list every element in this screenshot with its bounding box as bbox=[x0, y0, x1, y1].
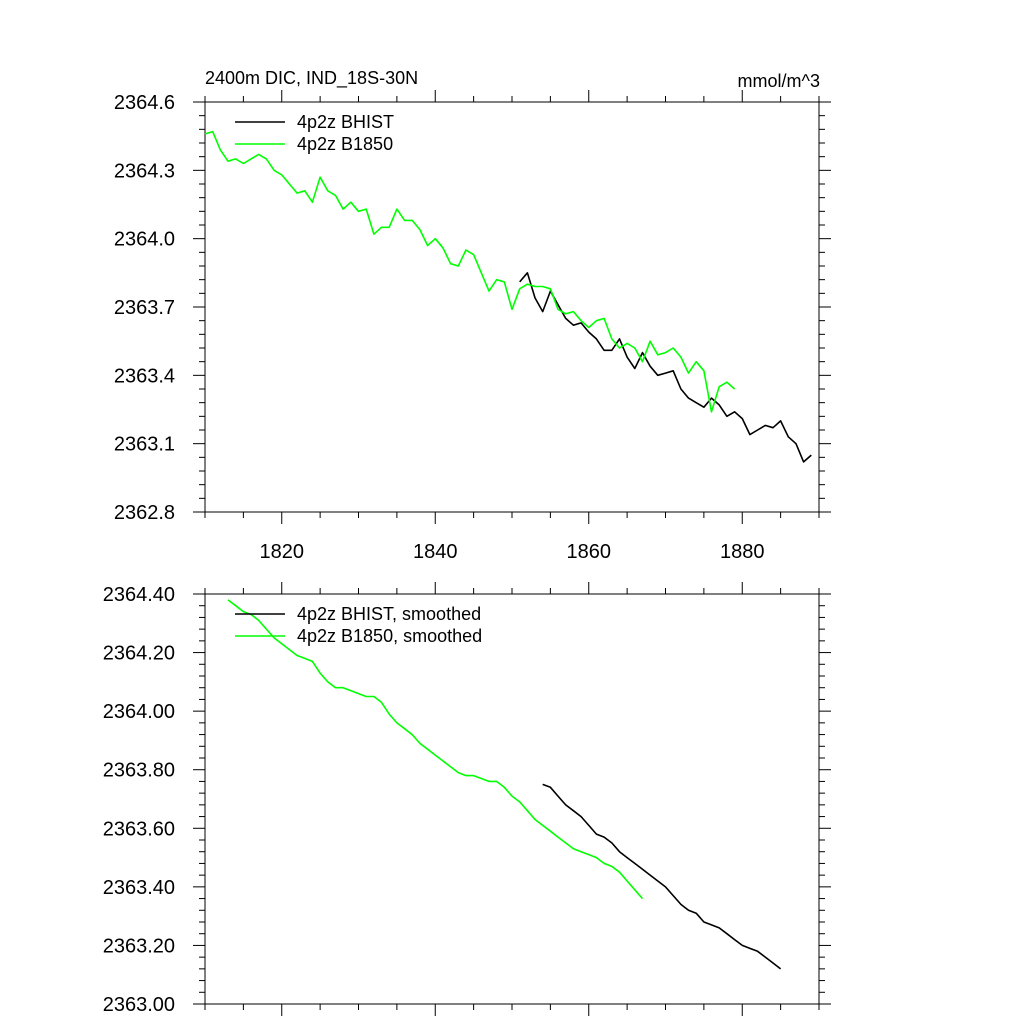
legend-label: 4p2z B1850, smoothed bbox=[297, 626, 482, 646]
series-line-4p2z-bhist-smoothed bbox=[542, 783, 782, 970]
y-tick-label: 2364.3 bbox=[114, 160, 175, 182]
series-line-4p2z-b1850 bbox=[204, 130, 736, 413]
y-tick-label: 2363.40 bbox=[103, 877, 175, 899]
x-tick-label: 1840 bbox=[413, 541, 458, 563]
bottom-series-group bbox=[227, 599, 782, 970]
y-tick-label: 2364.00 bbox=[103, 701, 175, 723]
y-tick-label: 2363.1 bbox=[114, 434, 175, 456]
bottom-panel: 2363.00 2363.20 2363.40 2363.60 2363.80 2364.… bbox=[103, 582, 831, 1016]
x-tick-label: 1860 bbox=[567, 541, 612, 563]
top-series-group bbox=[204, 130, 812, 463]
y-tick-label: 2364.20 bbox=[103, 643, 175, 665]
top-axis-ticks: 1820 1840 1860 1880 2362.8 2363.1 2363.4 2363.7… bbox=[114, 90, 831, 563]
y-tick-label: 2363.7 bbox=[114, 297, 175, 319]
chart-title: 2400m DIC, IND_18S-30N bbox=[205, 68, 418, 89]
series-line-4p2z-bhist bbox=[519, 271, 812, 463]
y-tick-label: 2363.4 bbox=[114, 365, 175, 387]
legend-label: 4p2z B1850 bbox=[297, 134, 393, 154]
x-tick-label: 1820 bbox=[260, 541, 305, 563]
y-tick-label: 2363.80 bbox=[103, 760, 175, 782]
y-tick-label: 2363.20 bbox=[103, 935, 175, 957]
units-label: mmol/m^3 bbox=[738, 71, 820, 91]
y-tick-label: 2364.0 bbox=[114, 229, 175, 251]
y-tick-label: 2364.40 bbox=[103, 584, 175, 606]
legend-label: 4p2z BHIST, smoothed bbox=[297, 604, 481, 624]
y-tick-label: 2362.8 bbox=[114, 502, 175, 524]
series-line-4p2z-b1850-smoothed bbox=[227, 599, 644, 900]
legend-label: 4p2z BHIST bbox=[297, 112, 394, 132]
y-tick-label: 2363.60 bbox=[103, 818, 175, 840]
x-tick-label: 1880 bbox=[720, 541, 765, 563]
bottom-axis-ticks: 2363.00 2363.20 2363.40 2363.60 2363.80 2364.… bbox=[103, 582, 831, 1016]
y-tick-label: 2364.6 bbox=[114, 92, 175, 114]
y-tick-label: 2363.00 bbox=[103, 994, 175, 1016]
top-panel: 1820 1840 1860 1880 2362.8 2363.1 2363.4 2363.7… bbox=[114, 90, 831, 563]
